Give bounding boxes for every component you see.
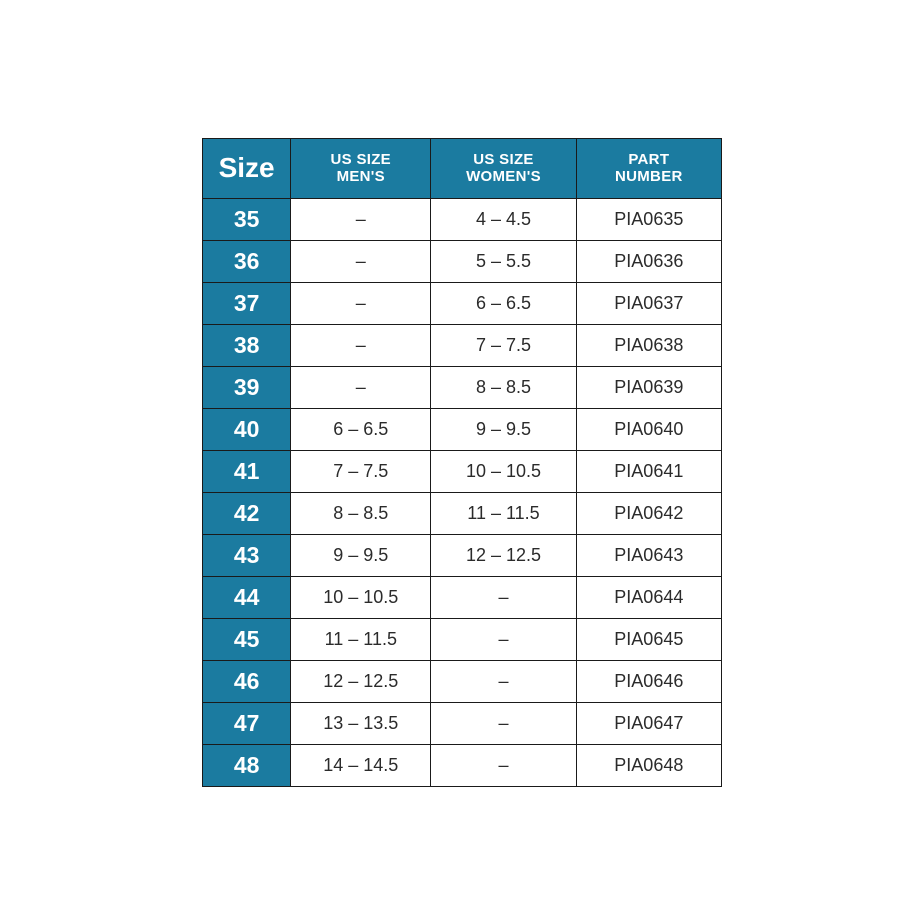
table-row: 48 14 – 14.5 – PIA0648	[203, 744, 722, 786]
cell-size: 45	[203, 618, 291, 660]
cell-part: PIA0640	[576, 408, 721, 450]
table-row: 41 7 – 7.5 10 – 10.5 PIA0641	[203, 450, 722, 492]
cell-womens: –	[431, 744, 576, 786]
cell-size: 47	[203, 702, 291, 744]
table-row: 45 11 – 11.5 – PIA0645	[203, 618, 722, 660]
col-header-part: PART NUMBER	[576, 138, 721, 198]
cell-size: 46	[203, 660, 291, 702]
col-header-mens-line2: MEN'S	[337, 168, 385, 185]
cell-mens: 11 – 11.5	[291, 618, 431, 660]
cell-part: PIA0639	[576, 366, 721, 408]
cell-mens: 12 – 12.5	[291, 660, 431, 702]
table-row: 39 – 8 – 8.5 PIA0639	[203, 366, 722, 408]
header-row: Size US SIZE MEN'S US SIZE WOMEN'S PART …	[203, 138, 722, 198]
table-row: 35 – 4 – 4.5 PIA0635	[203, 198, 722, 240]
size-table: Size US SIZE MEN'S US SIZE WOMEN'S PART …	[202, 138, 722, 787]
cell-size: 35	[203, 198, 291, 240]
col-header-womens-line2: WOMEN'S	[466, 168, 541, 185]
cell-part: PIA0643	[576, 534, 721, 576]
cell-womens: 10 – 10.5	[431, 450, 576, 492]
cell-part: PIA0644	[576, 576, 721, 618]
cell-size: 48	[203, 744, 291, 786]
cell-womens: 5 – 5.5	[431, 240, 576, 282]
cell-size: 43	[203, 534, 291, 576]
cell-part: PIA0638	[576, 324, 721, 366]
cell-womens: 7 – 7.5	[431, 324, 576, 366]
cell-mens: 14 – 14.5	[291, 744, 431, 786]
cell-womens: 6 – 6.5	[431, 282, 576, 324]
cell-size: 37	[203, 282, 291, 324]
col-header-mens: US SIZE MEN'S	[291, 138, 431, 198]
cell-womens: –	[431, 618, 576, 660]
cell-part: PIA0637	[576, 282, 721, 324]
cell-size: 42	[203, 492, 291, 534]
cell-part: PIA0642	[576, 492, 721, 534]
cell-mens: 7 – 7.5	[291, 450, 431, 492]
table-row: 47 13 – 13.5 – PIA0647	[203, 702, 722, 744]
table-body: 35 – 4 – 4.5 PIA0635 36 – 5 – 5.5 PIA063…	[203, 198, 722, 786]
cell-womens: 12 – 12.5	[431, 534, 576, 576]
cell-mens: 8 – 8.5	[291, 492, 431, 534]
cell-mens: –	[291, 366, 431, 408]
size-chart: Size US SIZE MEN'S US SIZE WOMEN'S PART …	[202, 138, 722, 787]
table-row: 40 6 – 6.5 9 – 9.5 PIA0640	[203, 408, 722, 450]
cell-size: 36	[203, 240, 291, 282]
cell-size: 38	[203, 324, 291, 366]
cell-mens: 10 – 10.5	[291, 576, 431, 618]
cell-mens: –	[291, 324, 431, 366]
cell-mens: 6 – 6.5	[291, 408, 431, 450]
cell-womens: 11 – 11.5	[431, 492, 576, 534]
cell-womens: –	[431, 702, 576, 744]
cell-womens: 4 – 4.5	[431, 198, 576, 240]
cell-size: 41	[203, 450, 291, 492]
table-row: 43 9 – 9.5 12 – 12.5 PIA0643	[203, 534, 722, 576]
col-header-size: Size	[203, 138, 291, 198]
cell-womens: 9 – 9.5	[431, 408, 576, 450]
col-header-womens-line1: US SIZE	[473, 151, 533, 168]
col-header-womens: US SIZE WOMEN'S	[431, 138, 576, 198]
cell-mens: –	[291, 198, 431, 240]
cell-part: PIA0645	[576, 618, 721, 660]
cell-part: PIA0646	[576, 660, 721, 702]
table-row: 42 8 – 8.5 11 – 11.5 PIA0642	[203, 492, 722, 534]
table-row: 36 – 5 – 5.5 PIA0636	[203, 240, 722, 282]
cell-part: PIA0648	[576, 744, 721, 786]
cell-part: PIA0641	[576, 450, 721, 492]
cell-part: PIA0635	[576, 198, 721, 240]
table-row: 44 10 – 10.5 – PIA0644	[203, 576, 722, 618]
cell-size: 39	[203, 366, 291, 408]
cell-mens: –	[291, 282, 431, 324]
cell-mens: 13 – 13.5	[291, 702, 431, 744]
cell-part: PIA0636	[576, 240, 721, 282]
cell-size: 44	[203, 576, 291, 618]
cell-womens: 8 – 8.5	[431, 366, 576, 408]
cell-part: PIA0647	[576, 702, 721, 744]
col-header-part-line1: PART	[628, 151, 669, 168]
col-header-part-line2: NUMBER	[615, 168, 683, 185]
table-row: 38 – 7 – 7.5 PIA0638	[203, 324, 722, 366]
cell-womens: –	[431, 576, 576, 618]
table-row: 37 – 6 – 6.5 PIA0637	[203, 282, 722, 324]
cell-mens: 9 – 9.5	[291, 534, 431, 576]
cell-size: 40	[203, 408, 291, 450]
cell-mens: –	[291, 240, 431, 282]
cell-womens: –	[431, 660, 576, 702]
col-header-mens-line1: US SIZE	[331, 151, 391, 168]
table-row: 46 12 – 12.5 – PIA0646	[203, 660, 722, 702]
